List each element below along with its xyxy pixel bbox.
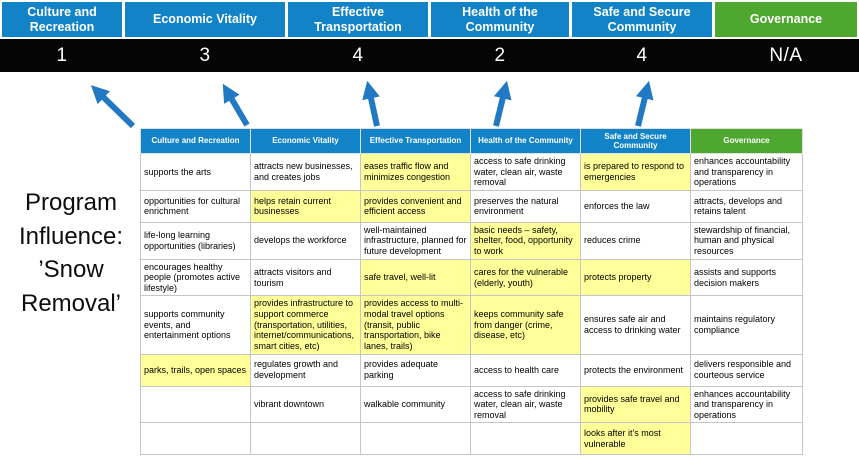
matrix-cell-r3-c2: develops the workforce	[250, 221, 361, 260]
matrix-cell-r4-c6: assists and supports decision makers	[690, 258, 803, 297]
matrix-row-4: encourages healthy people (promotes acti…	[140, 258, 803, 297]
matrix-cell-r1-c3: eases traffic flow and minimizes congest…	[360, 153, 471, 191]
matrix-cell-r5-c3: provides access to multi-modal travel op…	[360, 295, 471, 355]
matrix-cell-r8-c1	[140, 422, 251, 456]
matrix-cell-r6-c5: protects the environment	[580, 353, 691, 387]
matrix-cell-r3-c5: reduces crime	[580, 221, 691, 260]
matrix-cell-r8-c6	[690, 422, 803, 456]
pillar-score-6: N/A	[769, 44, 803, 66]
pillar-header-4: Health of the Community	[431, 2, 569, 37]
matrix-cell-r3-c1: life-long learning opportunities (librar…	[140, 221, 251, 260]
pillar-score-1: 1	[56, 44, 68, 66]
matrix-cell-r6-c4: access to health care	[470, 353, 581, 387]
matrix-cell-r6-c1: parks, trails, open spaces	[140, 353, 251, 387]
pillar-score-5: 4	[636, 44, 648, 66]
pillar-score-2: 3	[199, 44, 211, 66]
matrix-row-3: life-long learning opportunities (librar…	[140, 221, 803, 260]
matrix-row-6: parks, trails, open spaces regulates grow…	[140, 353, 803, 387]
matrix-cell-r1-c1: supports the arts	[140, 153, 251, 191]
matrix-header-row: Culture and Recreation Economic Vitality E…	[140, 128, 803, 154]
matrix-cell-r2-c3: provides convenient and efficient access	[360, 189, 471, 223]
matrix-cell-r2-c5: enforces the law	[580, 189, 691, 223]
influence-matrix: Culture and Recreation Economic Vitality E…	[140, 128, 803, 456]
matrix-row-8: looks after it's most vulnerable	[140, 422, 803, 456]
pillar-header-2: Economic Vitality	[125, 2, 285, 37]
matrix-cell-r3-c4: basic needs – safety, shelter, food, opp…	[470, 221, 581, 260]
matrix-row-7: vibrant downtown walkable community access…	[140, 385, 803, 424]
matrix-body: supports the arts attracts new businesses…	[140, 153, 803, 456]
up-arrow-icon	[493, 80, 512, 127]
matrix-col-header-4: Health of the Community	[470, 128, 581, 154]
matrix-cell-r8-c3	[360, 422, 471, 456]
arrows-layer	[90, 80, 654, 128]
up-arrow-icon	[90, 85, 136, 128]
up-arrow-icon	[222, 83, 250, 127]
matrix-cell-r2-c6: attracts, develops and retains talent	[690, 189, 803, 223]
matrix-col-header-5: Safe and Secure Community	[580, 128, 691, 154]
matrix-cell-r5-c6: maintains regulatory compliance	[690, 295, 803, 355]
score-bar: 1 3 4 2 4 N/A	[0, 39, 859, 72]
matrix-cell-r5-c5: ensures safe air and access to drinking …	[580, 295, 691, 355]
matrix-cell-r4-c2: attracts visitors and tourism	[250, 258, 361, 297]
matrix-cell-r1-c6: enhances accountability and transparency…	[690, 153, 803, 191]
pillar-header-3: Effective Transportation	[288, 2, 428, 37]
matrix-cell-r1-c4: access to safe drinking water, clean air…	[470, 153, 581, 191]
pillar-score-3: 4	[352, 44, 364, 66]
matrix-cell-r1-c5: is prepared to respond to emergencies	[580, 153, 691, 191]
matrix-cell-r2-c1: opportunities for cultural enrichment	[140, 189, 251, 223]
matrix-col-header-1: Culture and Recreation	[140, 128, 251, 154]
matrix-cell-r3-c3: well-maintained infrastructure, planned …	[360, 221, 471, 260]
up-arrow-icon	[635, 80, 654, 127]
matrix-cell-r2-c4: preserves the natural environment	[470, 189, 581, 223]
matrix-cell-r7-c3: walkable community	[360, 385, 471, 424]
matrix-cell-r4-c4: cares for the vulnerable (elderly, youth…	[470, 258, 581, 297]
pillar-header-5: Safe and Secure Community	[572, 2, 712, 37]
matrix-cell-r8-c4	[470, 422, 581, 456]
up-arrow-icon	[362, 80, 380, 127]
pillar-header-6: Governance	[715, 2, 857, 37]
matrix-cell-r7-c5: provides safe travel and mobility	[580, 385, 691, 424]
matrix-cell-r6-c3: provides adequate parking	[360, 353, 471, 387]
matrix-cell-r7-c4: access to safe drinking water, clean air…	[470, 385, 581, 424]
matrix-cell-r6-c2: regulates growth and development	[250, 353, 361, 387]
matrix-col-header-3: Effective Transportation	[360, 128, 471, 154]
matrix-cell-r8-c5: looks after it's most vulnerable	[580, 422, 691, 456]
matrix-cell-r2-c2: helps retain current businesses	[250, 189, 361, 223]
matrix-cell-r4-c5: protects property	[580, 258, 691, 297]
matrix-cell-r7-c6: enhances accountability and transparency…	[690, 385, 803, 424]
matrix-cell-r5-c4: keeps community safe from danger (crime,…	[470, 295, 581, 355]
page-title: Program Influence: ’Snow Removal’	[18, 189, 124, 317]
matrix-row-5: supports community events, and entertain…	[140, 295, 803, 355]
matrix-col-header-2: Economic Vitality	[250, 128, 361, 154]
matrix-row-1: supports the arts attracts new businesses…	[140, 153, 803, 191]
pillar-score-4: 2	[494, 44, 506, 66]
score-row: 1 3 4 2 4 N/A	[2, 39, 857, 72]
matrix-cell-r1-c2: attracts new businesses, and creates job…	[250, 153, 361, 191]
matrix-cell-r5-c2: provides infrastructure to support comme…	[250, 295, 361, 355]
matrix-cell-r7-c2: vibrant downtown	[250, 385, 361, 424]
matrix-cell-r3-c6: stewardship of financial, human and phys…	[690, 221, 803, 260]
matrix-col-header-6: Governance	[690, 128, 803, 154]
matrix-cell-r5-c1: supports community events, and entertain…	[140, 295, 251, 355]
matrix-head: Culture and Recreation Economic Vitality E…	[140, 128, 803, 154]
matrix-cell-r4-c1: encourages healthy people (promotes acti…	[140, 258, 251, 297]
pillar-header-1: Culture and Recreation	[2, 2, 122, 37]
matrix-row-2: opportunities for cultural enrichment hel…	[140, 189, 803, 223]
matrix-cell-r7-c1	[140, 385, 251, 424]
matrix-cell-r4-c3: safe travel, well-lit	[360, 258, 471, 297]
matrix-cell-r6-c6: delivers responsible and courteous servi…	[690, 353, 803, 387]
matrix-cell-r8-c2	[250, 422, 361, 456]
pillar-banner-row: Culture and Recreation Economic Vitality E…	[2, 2, 857, 37]
